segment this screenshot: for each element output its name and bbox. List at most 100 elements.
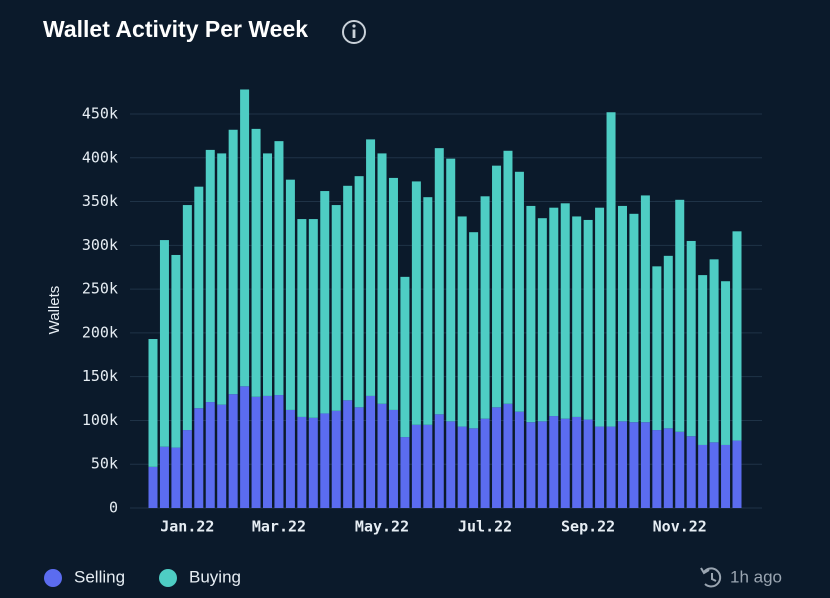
bar-segment — [205, 149, 215, 403]
refresh-icon[interactable] — [700, 567, 722, 588]
bar-segment — [194, 186, 204, 409]
bar-segment — [457, 216, 467, 427]
bar-segment — [217, 153, 227, 405]
bar-segment — [274, 395, 284, 508]
x-tick-label: May.22 — [355, 518, 409, 536]
bar-segment — [675, 431, 685, 508]
legend-label: Buying — [189, 567, 241, 586]
bar-segment — [285, 409, 295, 508]
bar-segment — [503, 403, 513, 508]
bar-segment — [343, 400, 353, 508]
y-tick-label: 300k — [82, 236, 118, 254]
bar-segment — [148, 466, 158, 508]
bar-segment — [698, 444, 708, 508]
bar-segment — [606, 112, 616, 427]
bar-segment — [400, 437, 410, 508]
bar-segment — [492, 165, 502, 408]
x-tick-label: Sep.22 — [561, 518, 615, 536]
bar-segment — [423, 424, 433, 508]
bar-segment — [217, 404, 227, 508]
bar-segment — [595, 207, 605, 427]
y-tick-label: 100k — [82, 411, 118, 429]
y-tick-label: 200k — [82, 323, 118, 341]
bar-segment — [182, 205, 192, 431]
bar-segment — [560, 203, 570, 419]
bar-segment — [663, 428, 673, 508]
bar-segment — [480, 196, 490, 419]
y-tick-label: 350k — [82, 192, 118, 210]
legend-swatch — [44, 569, 62, 587]
y-tick-label: 250k — [82, 280, 118, 298]
bar-segment — [297, 416, 307, 508]
y-tick-label: 400k — [82, 148, 118, 166]
bar-segment — [423, 197, 433, 425]
bar-segment — [228, 129, 238, 395]
bar-segment — [583, 419, 593, 508]
bar-segment — [148, 339, 158, 467]
bar-segment — [606, 426, 616, 508]
bar-segment — [617, 205, 627, 422]
bar-segment — [514, 171, 524, 412]
bar-segment — [572, 216, 582, 417]
bar-segment — [171, 254, 181, 448]
y-tick-label: 50k — [91, 455, 118, 473]
bar-segment — [240, 386, 250, 508]
bar-segment — [560, 418, 570, 508]
bar-segment — [354, 176, 364, 408]
bar-segment — [629, 422, 639, 508]
bar-segment — [526, 422, 536, 508]
bar-segment — [709, 259, 719, 443]
bar-segment — [469, 428, 479, 508]
bar-segment — [595, 426, 605, 508]
x-tick-label: Jan.22 — [160, 518, 214, 536]
y-axis-label: Wallets — [46, 286, 63, 335]
bar-segment — [446, 421, 456, 508]
bar-segment — [469, 232, 479, 429]
bar-segment — [297, 219, 307, 417]
bar-segment — [159, 446, 169, 508]
bar-segment — [263, 153, 273, 396]
x-tick-label: Jul.22 — [458, 518, 512, 536]
bar-segment — [240, 89, 250, 387]
bar-segment — [182, 430, 192, 508]
bar-segment — [320, 413, 330, 508]
bar-segment — [388, 177, 398, 410]
bar-segment — [732, 231, 742, 441]
bar-segment — [377, 153, 387, 404]
bar-segment — [434, 414, 444, 508]
bar-segment — [205, 402, 215, 508]
bar-segment — [343, 185, 353, 401]
legend-label: Selling — [74, 567, 125, 586]
bar-segment — [640, 195, 650, 423]
info-icon[interactable] — [342, 20, 366, 44]
bar-segment — [400, 276, 410, 438]
bar-segment — [388, 409, 398, 508]
bar-segment — [732, 440, 742, 508]
bar-segment — [652, 430, 662, 508]
bar-segment — [171, 447, 181, 508]
bar-segment — [572, 416, 582, 508]
bar-segment — [583, 219, 593, 420]
bar-segment — [617, 421, 627, 508]
bar-segment — [686, 240, 696, 437]
x-tick-label: Mar.22 — [252, 518, 306, 536]
bar-segment — [709, 442, 719, 508]
bar-segment — [194, 408, 204, 508]
bar-segment — [159, 240, 169, 447]
bar-segment — [640, 422, 650, 508]
bar-segment — [457, 426, 467, 508]
x-tick-label: Nov.22 — [653, 518, 707, 536]
bar-segment — [549, 416, 559, 508]
bar-segment — [503, 150, 513, 404]
bar-segment — [331, 410, 341, 508]
bar-segment — [721, 281, 731, 445]
bar-segment — [285, 179, 295, 410]
bar-segment — [366, 139, 376, 396]
bar-segment — [526, 205, 536, 423]
bar-segment — [652, 266, 662, 431]
bar-segment — [366, 395, 376, 508]
legend-swatch — [159, 569, 177, 587]
bar-segment — [480, 418, 490, 508]
bar-segment — [514, 411, 524, 508]
